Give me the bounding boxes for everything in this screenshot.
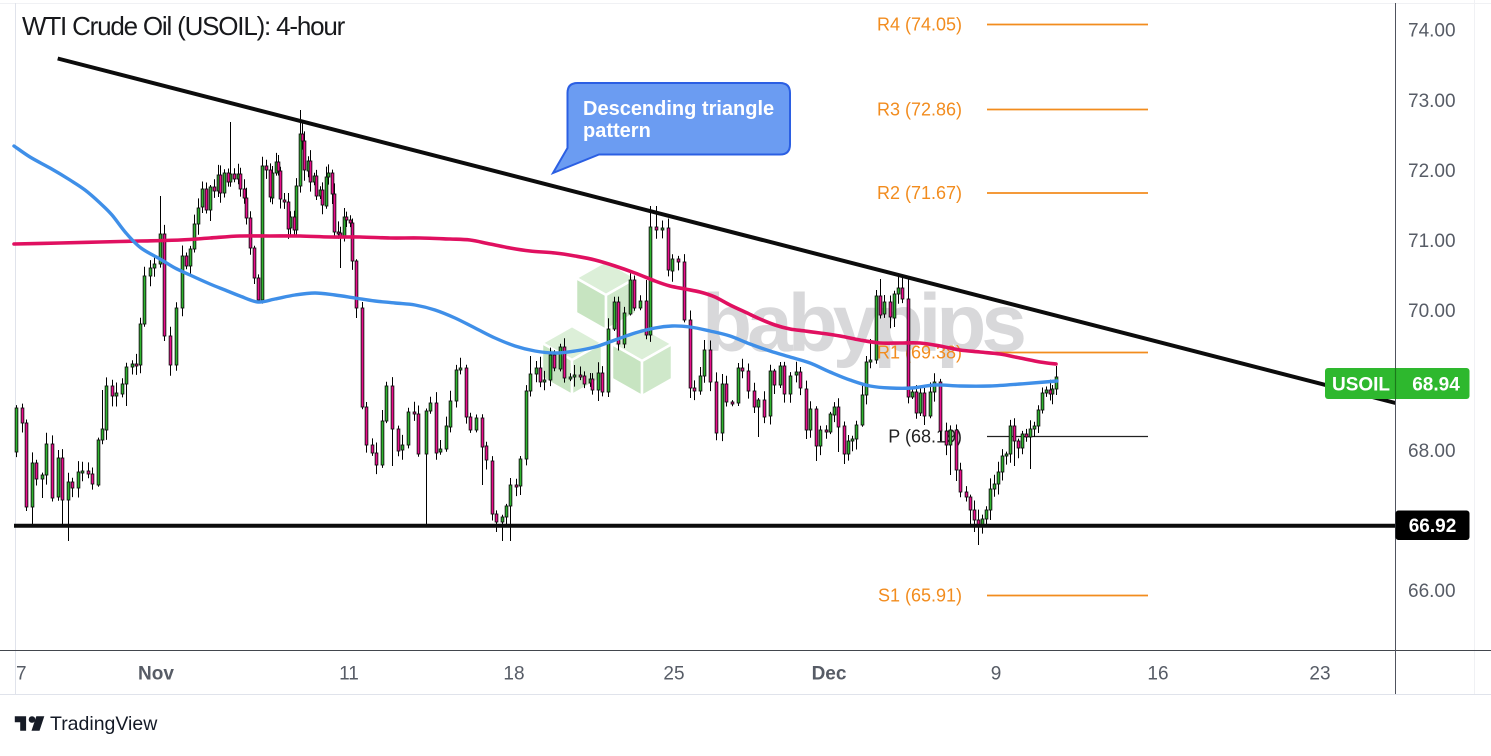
svg-text:USOIL: USOIL <box>1332 375 1390 396</box>
svg-text:68.94: 68.94 <box>1412 375 1460 396</box>
svg-text:16: 16 <box>1147 664 1168 685</box>
svg-text:R1 (69.38): R1 (69.38) <box>877 343 962 363</box>
svg-text:TradingView: TradingView <box>50 713 158 735</box>
svg-text:R3 (72.86): R3 (72.86) <box>877 100 962 120</box>
svg-text:11: 11 <box>339 664 359 685</box>
svg-text:pattern: pattern <box>583 120 651 142</box>
svg-text:P (68.19): P (68.19) <box>888 427 962 447</box>
svg-text:68.00: 68.00 <box>1408 441 1456 462</box>
svg-text:72.00: 72.00 <box>1408 161 1456 182</box>
svg-text:23: 23 <box>1309 664 1330 685</box>
svg-text:S1 (65.91): S1 (65.91) <box>878 586 962 606</box>
svg-text:7: 7 <box>16 664 27 685</box>
svg-text:babypips: babypips <box>702 278 1024 369</box>
svg-text:9: 9 <box>991 664 1002 685</box>
svg-text:WTI Crude Oil (USOIL): 4-hour: WTI Crude Oil (USOIL): 4-hour <box>22 11 346 41</box>
svg-text:R4 (74.05): R4 (74.05) <box>877 15 962 35</box>
svg-text:25: 25 <box>663 664 684 685</box>
svg-text:73.00: 73.00 <box>1408 91 1456 112</box>
svg-text:18: 18 <box>503 664 524 685</box>
svg-text:Descending triangle: Descending triangle <box>583 98 774 120</box>
svg-text:71.00: 71.00 <box>1408 231 1456 252</box>
svg-text:R2 (71.67): R2 (71.67) <box>877 183 962 203</box>
svg-text:70.00: 70.00 <box>1408 301 1456 322</box>
svg-text:Dec: Dec <box>812 664 847 685</box>
svg-text:Nov: Nov <box>138 664 174 685</box>
svg-text:66.92: 66.92 <box>1409 516 1457 537</box>
svg-text:66.00: 66.00 <box>1408 581 1456 602</box>
svg-text:74.00: 74.00 <box>1408 21 1456 42</box>
